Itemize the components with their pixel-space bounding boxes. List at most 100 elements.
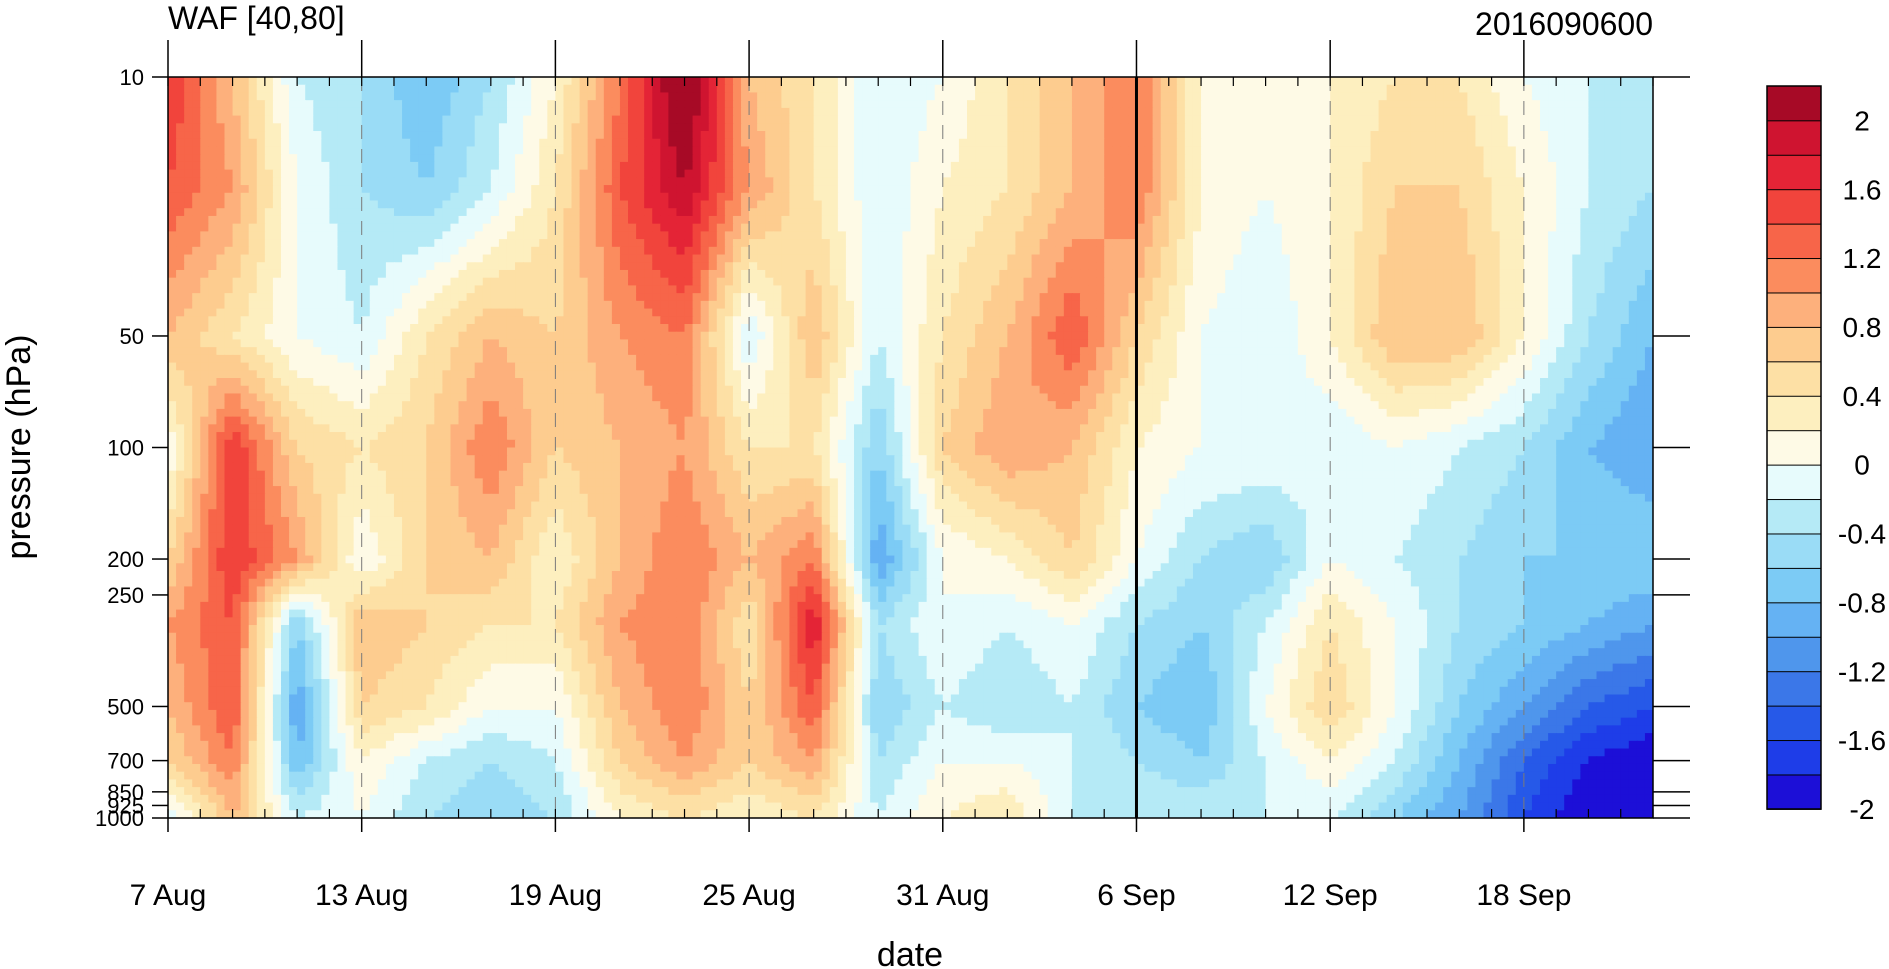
contour-cell <box>1152 254 1162 263</box>
contour-cell <box>1297 100 1307 109</box>
contour-cell <box>991 231 1000 240</box>
contour-cell <box>1152 107 1162 117</box>
contour-cell <box>168 208 177 217</box>
contour-cell <box>1257 115 1267 125</box>
contour-cell <box>829 223 839 233</box>
contour-cell <box>531 100 540 109</box>
contour-cell <box>700 192 710 202</box>
contour-cell <box>184 131 193 140</box>
contour-cell <box>918 239 928 248</box>
contour-cell <box>345 123 355 132</box>
contour-cell <box>862 92 871 101</box>
contour-cell <box>1297 84 1307 94</box>
contour-cell <box>854 107 863 117</box>
contour-cell <box>837 254 847 263</box>
contour-cell <box>305 262 314 271</box>
contour-cell <box>821 239 831 248</box>
contour-cell <box>1435 223 1444 233</box>
contour-cell <box>821 77 831 86</box>
contour-cell <box>337 146 347 155</box>
contour-cell <box>999 239 1009 248</box>
contour-cell <box>1386 131 1396 140</box>
contour-cell <box>813 246 823 256</box>
contour-cell <box>547 185 557 194</box>
contour-cell <box>628 107 637 117</box>
contour-cell <box>595 269 605 279</box>
contour-cell <box>1241 192 1251 202</box>
contour-cell <box>1128 269 1138 279</box>
contour-cell <box>805 246 815 256</box>
contour-cell <box>991 185 1000 194</box>
contour-cell <box>1467 100 1477 109</box>
contour-cell <box>329 100 339 109</box>
contour-cell <box>789 269 799 279</box>
contour-cell <box>272 92 282 101</box>
contour-cell <box>1370 77 1380 86</box>
contour-cell <box>749 77 758 86</box>
contour-cell <box>305 177 314 186</box>
contour-cell <box>1459 154 1469 163</box>
contour-cell <box>1362 200 1372 209</box>
contour-cell <box>547 246 557 256</box>
contour-cell <box>547 269 557 279</box>
contour-cell <box>1483 215 1493 225</box>
contour-cell <box>741 231 750 240</box>
contour-cell <box>1330 200 1339 209</box>
contour-cell <box>377 100 387 109</box>
contour-cell <box>1531 100 1541 109</box>
contour-cell <box>789 123 799 132</box>
contour-cell <box>184 192 193 202</box>
contour-cell <box>934 262 944 271</box>
contour-cell <box>603 169 613 179</box>
contour-cell <box>1636 146 1646 155</box>
contour-cell <box>644 185 653 194</box>
contour-cell <box>547 200 557 209</box>
contour-cell <box>579 77 589 86</box>
contour-cell <box>894 262 904 271</box>
contour-cell <box>966 277 976 287</box>
contour-cell <box>1152 208 1162 217</box>
contour-cell <box>256 192 266 202</box>
contour-cell <box>361 208 371 217</box>
contour-cell <box>1209 254 1218 263</box>
contour-cell <box>1427 100 1436 109</box>
contour-cell <box>1273 138 1283 148</box>
contour-cell <box>1556 146 1565 155</box>
contour-cell <box>539 107 549 117</box>
contour-cell <box>910 223 920 233</box>
contour-cell <box>1402 115 1412 125</box>
contour-cell <box>749 115 758 125</box>
contour-cell <box>829 92 839 101</box>
contour-cell <box>757 254 766 263</box>
contour-cell <box>176 262 185 271</box>
contour-cell <box>628 100 637 109</box>
contour-cell <box>434 77 444 86</box>
contour-cell <box>975 223 984 233</box>
contour-cell <box>603 215 613 225</box>
contour-cell <box>1039 200 1049 209</box>
contour-cell <box>1451 131 1460 140</box>
contour-cell <box>1007 115 1017 125</box>
contour-cell <box>926 131 936 140</box>
contour-cell <box>482 185 492 194</box>
contour-cell <box>1612 239 1622 248</box>
contour-cell <box>280 215 290 225</box>
contour-cell <box>668 215 678 225</box>
contour-cell <box>1636 169 1646 179</box>
contour-cell <box>1015 161 1025 171</box>
contour-cell <box>176 138 185 148</box>
contour-cell <box>1217 107 1226 117</box>
contour-cell <box>442 254 452 263</box>
contour-cell <box>1362 100 1372 109</box>
contour-cell <box>1523 185 1533 194</box>
contour-cell <box>958 223 968 233</box>
contour-cell <box>1104 246 1113 256</box>
contour-cell <box>910 239 920 248</box>
contour-cell <box>1168 107 1178 117</box>
contour-cell <box>676 77 686 86</box>
contour-cell <box>926 215 936 225</box>
contour-cell <box>1257 177 1267 186</box>
contour-cell <box>1314 246 1323 256</box>
contour-cell <box>1330 169 1339 179</box>
